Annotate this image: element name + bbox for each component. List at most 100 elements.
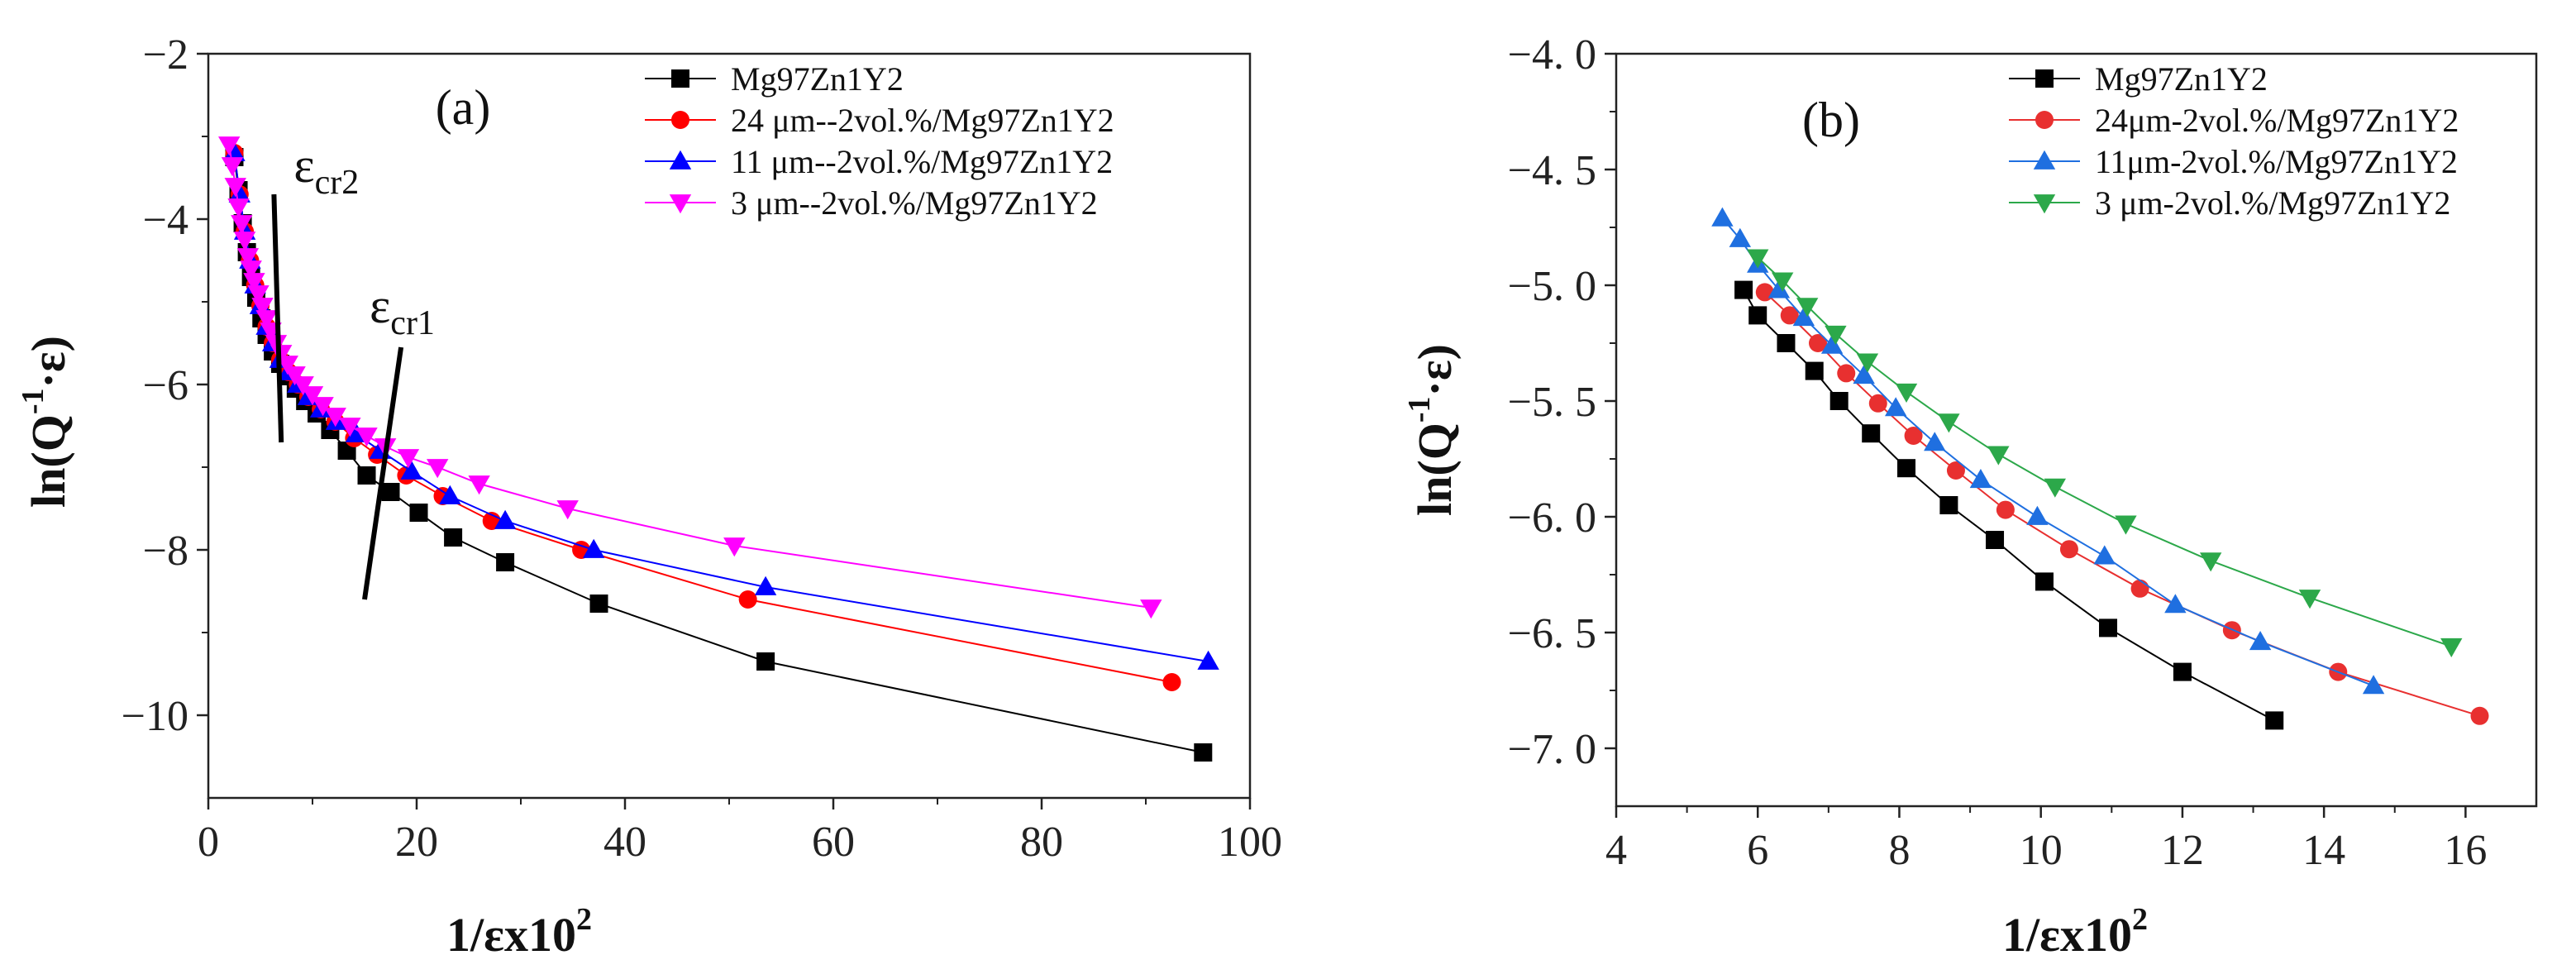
data-point (223, 141, 246, 161)
legend-marker (2033, 150, 2056, 170)
data-point (1938, 413, 1960, 433)
data-point (756, 652, 775, 671)
data-point (589, 595, 608, 613)
x-tick-label-a: 20 (395, 819, 438, 866)
data-point (1771, 272, 1794, 292)
y-tick-label-a: −6 (143, 362, 188, 409)
data-point (1780, 306, 1799, 325)
data-point (2199, 552, 2222, 572)
data-point (439, 485, 461, 504)
data-point (2362, 675, 2385, 695)
data-point (284, 366, 306, 386)
legend-entry: 11 μm--2vol.%/Mg97Zn1Y2 (645, 143, 1113, 180)
y-tick-label-b: −5. 5 (1508, 379, 1596, 426)
data-point (556, 500, 579, 520)
x-tick-label-b: 10 (2020, 827, 2063, 874)
data-point (1969, 469, 1992, 489)
data-point (2035, 572, 2054, 591)
data-point (1939, 496, 1958, 514)
data-point (400, 460, 422, 480)
critical-strain-label: εcr1 (370, 279, 435, 342)
legend-marker (669, 194, 692, 214)
data-point (1825, 325, 1847, 345)
data-point (1792, 307, 1815, 327)
series-b-1 (1734, 280, 2284, 730)
x-tick-label-a: 60 (812, 819, 855, 866)
data-point (1862, 424, 1881, 443)
legend-entry: Mg97Zn1Y2 (645, 60, 904, 98)
data-point (221, 157, 244, 177)
panel-label-b: (b) (1802, 93, 1860, 147)
legend-entry: 24μm-2vol.%/Mg97Zn1Y2 (2009, 102, 2459, 139)
legend-marker (671, 69, 689, 88)
data-point (1884, 397, 1907, 417)
data-point (2026, 505, 2049, 525)
data-point (1748, 306, 1767, 325)
data-point (738, 590, 757, 609)
legend-entry: 11μm-2vol.%/Mg97Zn1Y2 (2009, 143, 2458, 180)
critical-strain-label: εcr2 (293, 138, 359, 202)
chart-panel-a: 0 20 40 60 80 100 −10 −8 −6 −4 −2 εcr2 εcr1 (a) Mg9… (16, 31, 1282, 962)
data-point (224, 178, 246, 198)
data-point (270, 345, 293, 365)
legend-a: Mg97Zn1Y2 24 μm--2vol.%/Mg97Zn1Y2 11 μm--2… (645, 60, 1114, 222)
data-point (1729, 227, 1752, 247)
data-point (583, 538, 605, 558)
data-point (381, 483, 400, 501)
y-axis-title-b: ln(Q-1·ε) (1402, 344, 1462, 516)
data-point (494, 509, 517, 529)
data-point (1837, 364, 1856, 383)
data-point (355, 427, 378, 447)
data-point (231, 215, 253, 235)
panel-label-a: (a) (436, 80, 491, 135)
x-tick-label-a: 40 (603, 819, 646, 866)
data-point (312, 397, 334, 417)
data-point (2265, 711, 2284, 730)
data-point (1194, 743, 1213, 762)
data-point (2440, 638, 2463, 657)
data-point (2099, 618, 2118, 638)
x-tick-label-b: 16 (2444, 827, 2487, 874)
series-b-3 (1711, 207, 2385, 695)
legend-entry: 3 μm-2vol.%/Mg97Zn1Y2 (2009, 184, 2450, 222)
data-point (496, 553, 515, 571)
data-point (255, 310, 278, 330)
plot-frame-b (1615, 52, 2538, 808)
annotations-a: εcr2 εcr1 (271, 138, 435, 600)
x-axis-title-b: 1/εx102 (2002, 902, 2148, 962)
legend-marker (2035, 69, 2054, 88)
data-point (397, 449, 420, 469)
y-tick-label-a: −2 (143, 31, 188, 79)
series-a-4 (218, 136, 1162, 619)
legend-marker (669, 150, 692, 170)
x-tick-label-b: 12 (2161, 827, 2204, 874)
y-tick-label-a: −10 (122, 693, 188, 740)
plot-area-a: 0 20 40 60 80 100 −10 −8 −6 −4 −2 (122, 31, 1282, 866)
data-point (2044, 478, 2067, 498)
data-point (1996, 500, 2015, 519)
y-tick-label-a: −8 (143, 528, 188, 575)
data-point (1140, 599, 1162, 619)
x-tick-label-a: 80 (1020, 819, 1063, 866)
data-point (1987, 446, 2010, 466)
critical-strain-line (271, 193, 284, 443)
data-point (357, 466, 376, 485)
data-point (1829, 392, 1849, 410)
data-point (723, 537, 746, 557)
data-point (2164, 594, 2187, 614)
data-point (1946, 461, 1965, 480)
data-point (409, 504, 428, 522)
data-point (1796, 298, 1819, 318)
data-point (247, 285, 270, 305)
legend-b: Mg97Zn1Y2 24μm-2vol.%/Mg97Zn1Y2 11μm-2vol.… (2009, 60, 2459, 222)
y-axis-title-a: ln(Q-1·ε) (16, 336, 75, 508)
legend-label: Mg97Zn1Y2 (2095, 60, 2268, 98)
series-b-4 (1747, 249, 2463, 657)
legend-label: 24μm-2vol.%/Mg97Zn1Y2 (2095, 102, 2459, 139)
data-point (1809, 334, 1828, 352)
x-tick-label-b: 4 (1605, 827, 1627, 874)
data-point (2470, 706, 2489, 725)
legend-label: 11 μm--2vol.%/Mg97Zn1Y2 (731, 143, 1113, 180)
data-point (754, 575, 777, 595)
